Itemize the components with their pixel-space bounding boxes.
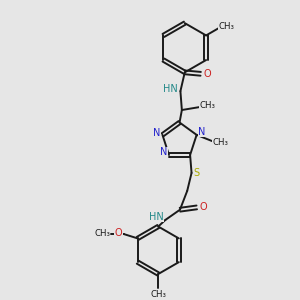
Text: CH₃: CH₃ xyxy=(219,22,235,31)
Text: HN: HN xyxy=(149,212,164,222)
Text: CH₃: CH₃ xyxy=(212,138,228,147)
Text: CH₃: CH₃ xyxy=(200,101,215,110)
Text: N: N xyxy=(160,147,167,157)
Text: O: O xyxy=(115,228,122,238)
Text: O: O xyxy=(199,202,207,212)
Text: CH₃: CH₃ xyxy=(150,290,166,299)
Text: S: S xyxy=(194,168,200,178)
Text: N: N xyxy=(153,128,160,138)
Text: CH₃: CH₃ xyxy=(94,229,110,238)
Text: N: N xyxy=(198,127,206,137)
Text: O: O xyxy=(203,69,211,79)
Text: HN: HN xyxy=(163,84,178,94)
